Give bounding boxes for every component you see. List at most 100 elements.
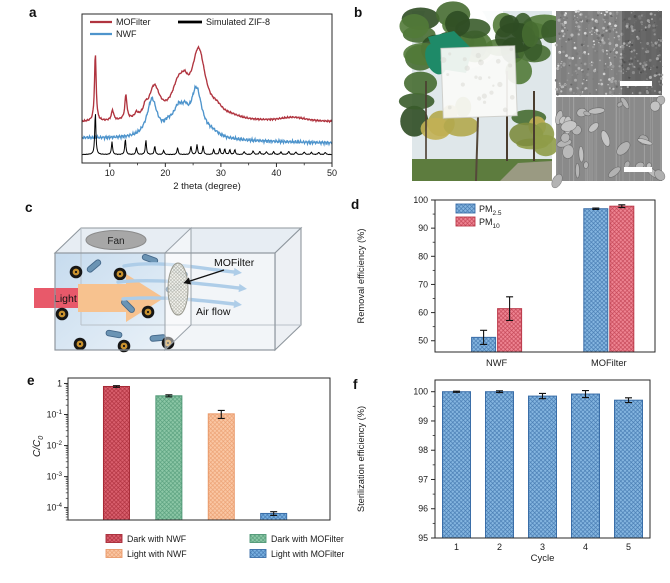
x-tick-label: 3 <box>540 542 545 552</box>
bacterium <box>86 259 102 273</box>
error-bar <box>270 511 278 517</box>
sem-image-top <box>554 9 664 96</box>
y-tick-label: 10-1 <box>47 409 63 420</box>
legend-label: Light with MOFilter <box>271 549 344 559</box>
x-tick-label: 4 <box>583 542 588 552</box>
legend-label: PM10 <box>479 217 500 230</box>
x-tick-label: 30 <box>216 168 226 178</box>
y-axis-label: Sterilization efficiency (%) <box>356 406 366 512</box>
x-tick-label: 1 <box>454 542 459 552</box>
x-tick-label: 5 <box>626 542 631 552</box>
bar-cycle-1 <box>442 391 471 539</box>
arrow-head <box>233 299 242 309</box>
x-axis-label: 2 theta (degree) <box>173 181 241 192</box>
photo-and-sem-panel <box>398 0 666 189</box>
fan <box>85 230 147 250</box>
fan-label: Fan <box>107 236 124 247</box>
y-tick-label: 100 <box>413 195 428 205</box>
y-axis-label: C/C0 <box>32 436 45 457</box>
x-tick-label: 20 <box>160 168 170 178</box>
panel-label-b: b <box>354 5 363 20</box>
filter-sample <box>440 45 518 119</box>
legend-label: Light with NWF <box>127 549 187 559</box>
panel-label-c: c <box>25 200 33 215</box>
legend-swatch <box>105 549 123 558</box>
x-tick-label: 10 <box>105 168 115 178</box>
y-tick-label: 50 <box>418 336 428 346</box>
airflow-label: Air flow <box>196 306 231 318</box>
bar-1 <box>155 395 183 521</box>
category-label: MOFilter <box>591 358 627 368</box>
scale-bar <box>620 81 652 86</box>
y-axis-label: Removal efficiency (%) <box>356 229 366 324</box>
sem-image-bottom <box>551 95 666 189</box>
x-tick-label: 50 <box>327 168 337 178</box>
mofilter-mesh <box>167 262 189 316</box>
legend-label: NWF <box>116 29 137 39</box>
mofilter-label: MOFilter <box>214 257 255 269</box>
legend-swatch <box>455 203 476 214</box>
bar-2 <box>207 413 235 521</box>
x-axis-label: Cycle <box>531 553 555 564</box>
pm-particle <box>117 339 131 353</box>
mofilter-pointer <box>189 269 225 282</box>
arrow-head <box>233 267 242 277</box>
x-tick-label: 2 <box>497 542 502 552</box>
error-bar <box>217 409 225 419</box>
legend-swatch <box>105 534 123 543</box>
error-bar <box>592 207 600 210</box>
y-tick-label: 60 <box>418 308 428 318</box>
pm-particle <box>73 337 87 351</box>
y-tick-label: 10-2 <box>47 440 63 451</box>
bacterium <box>141 253 159 265</box>
bar-cycle-4 <box>571 393 600 539</box>
legend-swatch <box>249 534 267 543</box>
error-bar <box>112 385 120 388</box>
legend-label: Dark with NWF <box>127 534 187 544</box>
pm-particle <box>55 307 69 321</box>
y-tick-label: 100 <box>413 387 428 397</box>
legend-label: Dark with MOFilter <box>271 534 344 544</box>
error-bar <box>165 394 173 398</box>
y-tick-label: 80 <box>418 251 428 261</box>
xrd-pattern-chart: 10 20 30 40 50 2 theta (degree) MOFilter NWF Sim… <box>81 13 337 192</box>
xrd-plot-area <box>81 45 333 156</box>
pm-particle <box>141 305 155 319</box>
axes-box <box>434 379 651 539</box>
pm-particle <box>69 265 83 279</box>
category-label: NWF <box>486 358 507 368</box>
y-tick-label: 96 <box>418 504 428 514</box>
xrd-series-2 <box>81 114 333 156</box>
x-tick-label: 40 <box>271 168 281 178</box>
legend-label: PM2.5 <box>479 204 502 217</box>
legend-swatch <box>249 549 267 558</box>
outdoor-photo <box>398 0 567 182</box>
bacterium <box>105 329 123 339</box>
removal-efficiency-chart: NWF MOFilter 50 60 70 80 90 100 Removal efficien… <box>356 195 656 368</box>
legend-swatch <box>455 216 476 227</box>
y-tick-label: 98 <box>418 445 428 455</box>
axes-box <box>67 377 331 521</box>
pm-particle <box>113 267 127 281</box>
panel-label-d: d <box>351 197 360 212</box>
y-tick-label: 1 <box>57 378 62 388</box>
panel-label-f: f <box>353 377 358 392</box>
error-bar <box>496 390 503 394</box>
scale-bar <box>624 167 652 172</box>
error-bar <box>480 329 488 345</box>
box-front-edges <box>54 252 276 351</box>
legend-label: Simulated ZIF-8 <box>206 17 270 27</box>
y-tick-label: 10-3 <box>47 471 63 482</box>
bar-MOFilter-PM2.5 <box>583 208 609 353</box>
y-tick-label: 70 <box>418 279 428 289</box>
error-bar <box>506 296 514 322</box>
y-tick-label: 99 <box>418 416 428 426</box>
light-label: Light <box>54 293 77 305</box>
error-bar <box>582 389 589 399</box>
sample-pole <box>475 116 479 182</box>
xrd-series-0 <box>81 45 333 124</box>
bar-0 <box>102 385 130 521</box>
axes-box <box>434 199 656 353</box>
y-tick-label: 95 <box>418 533 428 543</box>
